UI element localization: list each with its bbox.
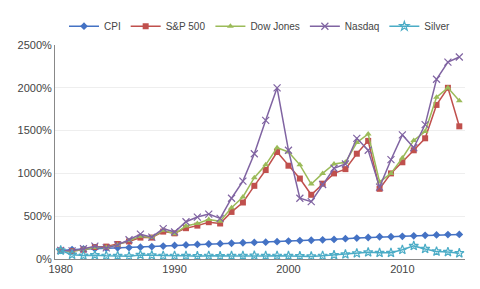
svg-text:CPI: CPI — [104, 21, 121, 32]
svg-text:1980: 1980 — [48, 263, 72, 275]
svg-text:Nasdaq: Nasdaq — [345, 21, 379, 32]
svg-text:1000%: 1000% — [18, 167, 52, 179]
svg-text:2010: 2010 — [390, 263, 414, 275]
svg-text:Dow Jones: Dow Jones — [250, 21, 299, 32]
svg-text:2000%: 2000% — [18, 82, 52, 94]
svg-text:0%: 0% — [36, 253, 52, 265]
svg-text:2000: 2000 — [276, 263, 300, 275]
svg-text:1990: 1990 — [162, 263, 186, 275]
svg-text:Silver: Silver — [424, 21, 450, 32]
svg-text:S&P 500: S&P 500 — [166, 21, 206, 32]
svg-text:1500%: 1500% — [18, 124, 52, 136]
svg-text:500%: 500% — [24, 210, 52, 222]
svg-text:2500%: 2500% — [18, 39, 52, 51]
